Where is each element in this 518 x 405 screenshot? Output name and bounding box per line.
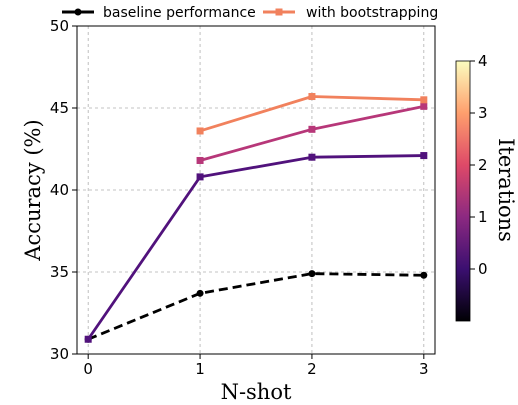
data-point — [196, 156, 204, 164]
legend-baseline-marker — [74, 8, 82, 16]
colorbar-tick-label: 4 — [478, 52, 488, 70]
colorbar-tick-label: 0 — [478, 260, 488, 278]
data-point — [308, 125, 316, 133]
y-tick-label: 35 — [50, 263, 69, 281]
colorbar-ticks: 0 1 2 3 4 — [470, 52, 488, 278]
legend-baseline-label: baseline performance — [103, 5, 256, 21]
legend-bootstrap-marker — [275, 8, 283, 16]
x-tick-label: 3 — [419, 360, 429, 378]
legend-bootstrap-label: with bootstrapping — [306, 5, 438, 21]
x-axis-label: N-shot — [221, 380, 292, 404]
series-0 — [84, 270, 428, 343]
data-point — [308, 270, 316, 278]
y-tick-label: 30 — [50, 345, 69, 363]
x-axis-ticks: 0 1 2 3 — [83, 354, 429, 378]
legend: baseline performance with bootstrapping — [62, 5, 438, 21]
series-layer — [84, 93, 428, 343]
colorbar-label: Iterations — [494, 138, 518, 242]
data-point — [420, 96, 428, 104]
data-point — [420, 152, 428, 160]
grid — [77, 25, 435, 355]
data-point — [196, 127, 204, 135]
data-point — [420, 271, 428, 279]
plot-frame — [76, 25, 436, 355]
data-point — [84, 335, 92, 343]
series-3 — [196, 93, 428, 135]
y-axis-ticks: 30 35 40 45 50 — [50, 17, 77, 363]
series-line — [87, 154, 424, 341]
x-tick-label: 0 — [83, 360, 93, 378]
colorbar-tick-label: 3 — [478, 104, 488, 122]
colorbar-bar — [455, 60, 471, 322]
colorbar-tick-label: 2 — [478, 156, 488, 174]
data-point — [196, 173, 204, 181]
series-line — [87, 272, 424, 341]
colorbar-tick-label: 1 — [478, 208, 488, 226]
data-point — [308, 93, 316, 101]
data-point — [420, 102, 428, 110]
series-1 — [84, 152, 428, 343]
colorbar: 0 1 2 3 4 Iterations — [455, 52, 518, 322]
data-point — [196, 289, 204, 297]
x-tick-label: 1 — [195, 360, 205, 378]
y-tick-label: 40 — [50, 181, 69, 199]
x-tick-label: 2 — [307, 360, 317, 378]
y-axis-label: Accuracy (%) — [21, 119, 45, 261]
y-tick-label: 50 — [50, 17, 69, 35]
data-point — [308, 153, 316, 161]
series-2 — [196, 102, 428, 164]
y-tick-label: 45 — [50, 99, 69, 117]
